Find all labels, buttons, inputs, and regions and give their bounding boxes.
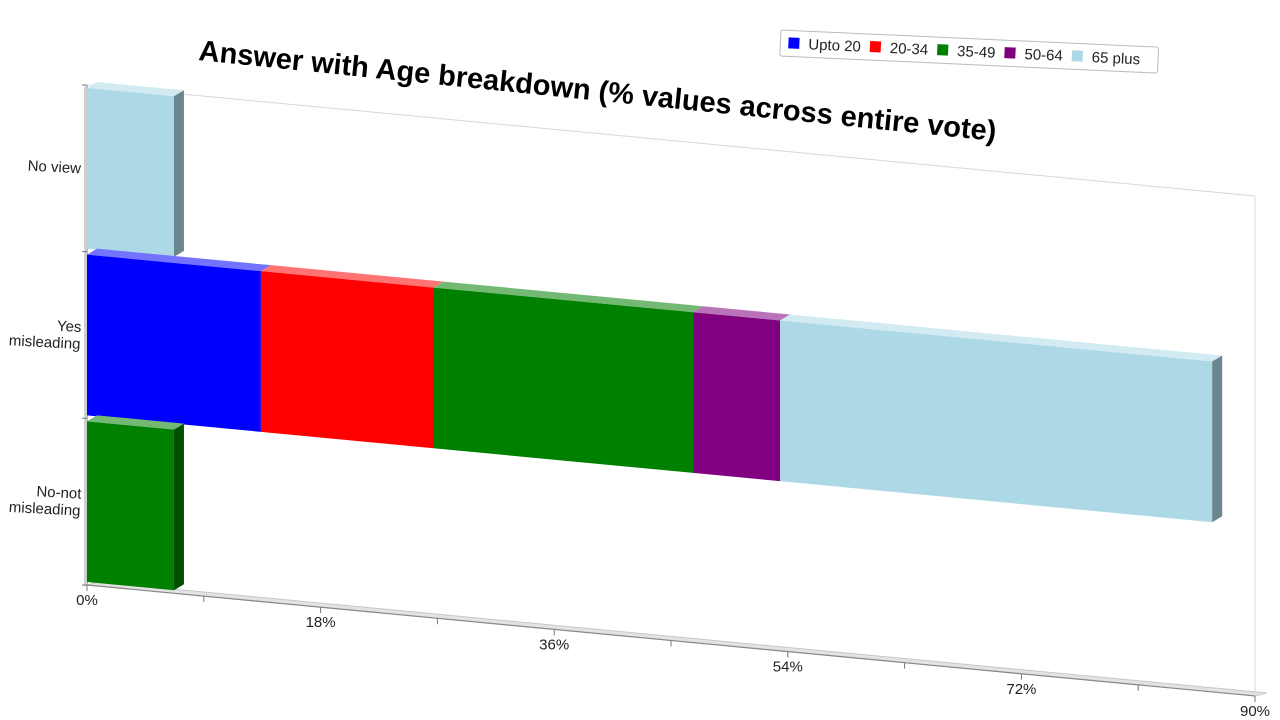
legend-label: 20-34	[889, 40, 928, 59]
bar-segment	[260, 271, 434, 449]
bar-side-face	[1212, 355, 1223, 523]
bar-segment	[693, 312, 781, 482]
y-axis-wall	[84, 85, 87, 587]
bar-segment	[87, 88, 174, 257]
legend-swatch	[1071, 50, 1084, 62]
axis-floor	[86, 581, 1268, 697]
legend-label: 50-64	[1024, 46, 1063, 65]
bar-segment	[780, 320, 1213, 523]
bar-top-face	[260, 265, 444, 288]
bar-segment	[87, 254, 261, 432]
x-axis: 0% 18% 36% 54% 72% 90%	[76, 581, 1270, 720]
legend-swatch	[869, 41, 882, 53]
x-tick-label: 0%	[76, 592, 98, 609]
y-category-label: No view	[27, 158, 81, 178]
plot-area	[86, 84, 1256, 696]
bar-top-face	[780, 314, 1223, 362]
bar-top-face	[433, 281, 704, 313]
bar-top-face	[87, 415, 184, 430]
y-category-label: Yesmisleading	[8, 315, 81, 353]
plot-frame	[86, 84, 1256, 696]
legend-swatch	[936, 44, 949, 56]
bar-side-face	[173, 90, 184, 257]
legend-box	[779, 29, 1160, 74]
bar-top-face	[87, 82, 184, 97]
legend-swatch	[788, 37, 800, 49]
y-axis: No view Yesmisleading No-notmisleading	[8, 84, 88, 587]
x-tick-label: 18%	[306, 614, 336, 631]
legend-label: Upto 20	[808, 36, 861, 55]
legend-label: 35-49	[957, 43, 996, 62]
legend-swatch	[1004, 47, 1016, 59]
bar-top-face	[693, 306, 791, 321]
legend: Upto 20 20-34 35-49 50-64 65 plus	[779, 29, 1160, 74]
y-category-label: No-notmisleading	[8, 482, 82, 520]
x-tick-label: 72%	[1006, 681, 1036, 698]
x-tick-label: 90%	[1240, 703, 1270, 720]
bars	[87, 82, 1223, 591]
bar-top-face	[87, 248, 271, 272]
bar-segment	[87, 421, 174, 591]
legend-label: 65 plus	[1091, 49, 1140, 68]
bar-segment	[433, 287, 694, 473]
bar-side-face	[173, 423, 184, 591]
x-tick-label: 54%	[773, 659, 803, 676]
x-tick-label: 36%	[539, 636, 569, 653]
